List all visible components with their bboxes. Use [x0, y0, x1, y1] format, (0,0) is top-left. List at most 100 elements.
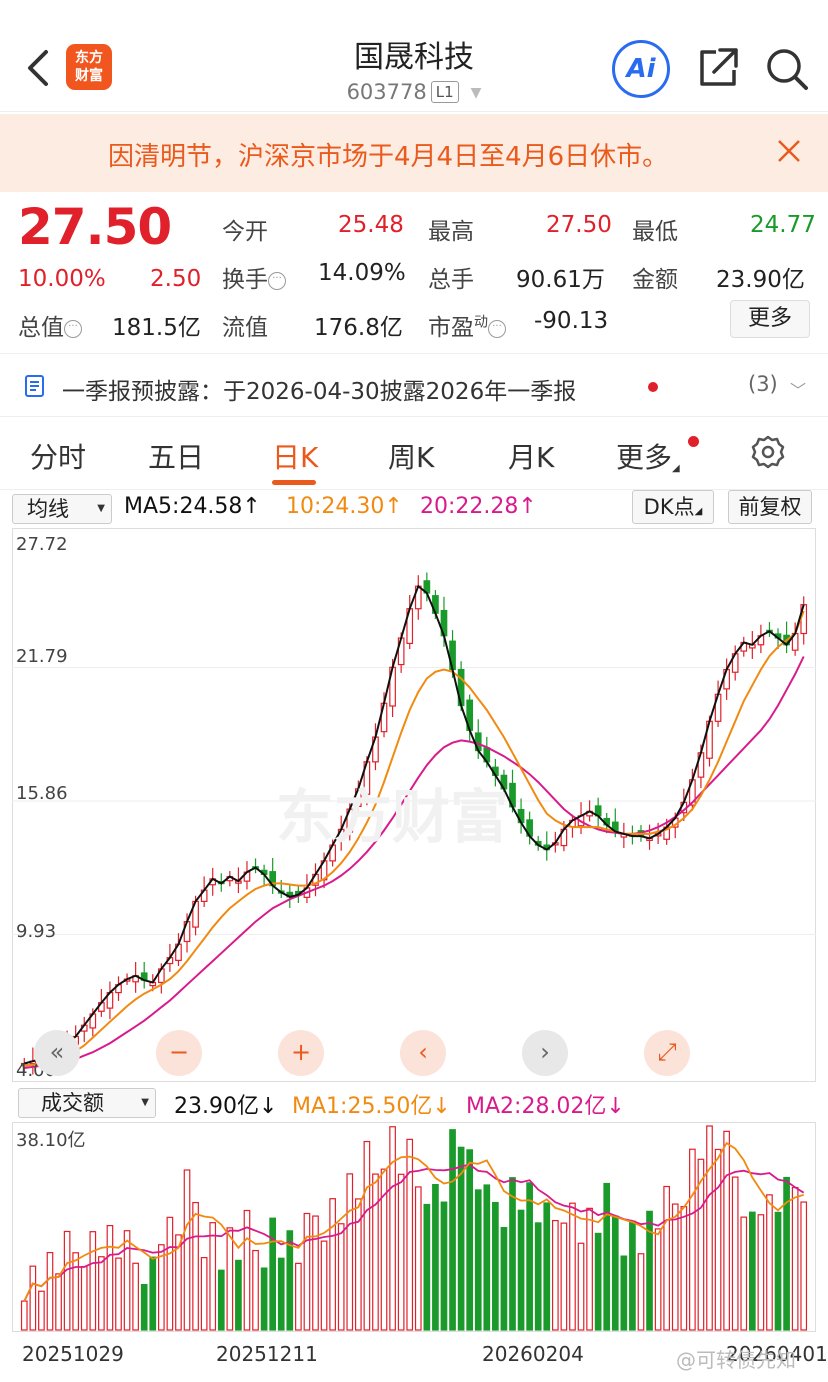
- volume-bar: [389, 1126, 396, 1331]
- close-icon[interactable]: [774, 136, 804, 166]
- indicator-dropdown[interactable]: 均线 ▼: [12, 494, 112, 524]
- amount-label: 金额: [632, 267, 678, 293]
- x-tick: 20260204: [482, 1342, 584, 1366]
- chart-frame: [12, 528, 816, 1082]
- volume-bar: [697, 1158, 705, 1331]
- volume-bar: [689, 1148, 696, 1331]
- volume-bar: [140, 1283, 148, 1331]
- caret-down-icon: ▼: [141, 1097, 149, 1108]
- search-icon[interactable]: [764, 46, 810, 92]
- y-tick: 9.93: [16, 921, 57, 942]
- volume-indicator-dropdown[interactable]: 成交额 ▼: [18, 1088, 156, 1118]
- turnover-label[interactable]: 换手 ···: [222, 260, 286, 294]
- volume-bar: [123, 1230, 131, 1331]
- tab-more[interactable]: 更多◢: [616, 441, 680, 474]
- back-arrow-icon[interactable]: [20, 40, 60, 96]
- volume-bar: [492, 1201, 499, 1331]
- volume-bar: [80, 1266, 88, 1331]
- tab-daily-k[interactable]: 日K: [272, 441, 319, 474]
- tab-weekly-k[interactable]: 周K: [388, 441, 435, 474]
- y-tick: 15.86: [16, 783, 68, 804]
- quote-panel: 27.50 10.00% 2.50 今开 25.48 最高 27.50 最低 2…: [0, 192, 828, 354]
- gear-icon[interactable]: [750, 434, 786, 470]
- brand-logo: 东方 财富: [66, 44, 112, 90]
- y-tick: 27.72: [16, 534, 68, 555]
- pe-label[interactable]: 市盈动 ···: [428, 308, 506, 342]
- volume-bar: [680, 1206, 688, 1331]
- volume-bar: [295, 1262, 302, 1331]
- volume-value: 23.90亿↓: [174, 1094, 278, 1119]
- ma10-value: 10:24.30↑: [286, 494, 403, 519]
- scroll-left-button[interactable]: ‹: [400, 1030, 446, 1076]
- volume-bar: [603, 1182, 611, 1331]
- volume-bar: [312, 1215, 319, 1331]
- open-label: 今开: [222, 219, 268, 245]
- volume-bar: [372, 1173, 379, 1331]
- ma20-line: [24, 656, 805, 1069]
- volume-bar: [423, 1203, 431, 1331]
- float-cap-label: 流值: [222, 315, 268, 341]
- more-quote-button[interactable]: 更多: [730, 300, 810, 338]
- period-tabs: 分时 五日 日K 周K 月K 更多◢: [0, 418, 828, 490]
- zoom-out-button[interactable]: −: [156, 1030, 202, 1076]
- tab-five-day[interactable]: 五日: [148, 441, 205, 474]
- volume-bar: [329, 1198, 336, 1331]
- volume-bar: [46, 1251, 54, 1331]
- chevron-down-icon: ﹀: [790, 381, 807, 400]
- volume-bar: [440, 1201, 448, 1331]
- volume-bar: [714, 1148, 722, 1331]
- volume-bar: [38, 1290, 45, 1331]
- amount-value: 23.90亿: [716, 267, 805, 293]
- kline-chart[interactable]: [12, 528, 816, 1082]
- dk-point-button[interactable]: DK点◢: [632, 490, 714, 524]
- volume-bar: [629, 1220, 636, 1331]
- high-label: 最高: [428, 219, 474, 245]
- moving-average-row: 均线 ▼ MA5:24.58↑ 10:24.30↑ 20:22.28↑ DK点◢ …: [0, 490, 828, 530]
- total-hands-label: 总手: [428, 267, 474, 293]
- tab-monthly-k[interactable]: 月K: [508, 441, 555, 474]
- volume-bar: [269, 1217, 277, 1331]
- volume-bar: [200, 1257, 208, 1331]
- volume-bar: [791, 1186, 799, 1331]
- ai-assistant-button[interactable]: Ai: [612, 40, 670, 98]
- volume-bar: [63, 1230, 71, 1331]
- volume-bar: [217, 1269, 225, 1331]
- volume-bar: [731, 1176, 739, 1331]
- adjustment-button[interactable]: 前复权: [728, 490, 812, 524]
- user-watermark: @可转债先知: [676, 1348, 796, 1372]
- volume-bar: [166, 1216, 174, 1331]
- volume-bar: [432, 1183, 439, 1331]
- caret-down-icon: ▼: [470, 85, 482, 101]
- report-disclosure-bar[interactable]: 一季报预披露：于2026-04-30披露2026年一季报 (3) ﹀: [0, 355, 828, 417]
- volume-bar: [346, 1173, 354, 1331]
- volume-bar: [363, 1140, 371, 1331]
- scroll-right-button[interactable]: ›: [522, 1030, 568, 1076]
- volume-bar: [569, 1202, 576, 1331]
- volume-bar: [337, 1223, 345, 1331]
- volume-bar: [406, 1138, 414, 1331]
- unread-dot: [648, 382, 658, 392]
- caret-down-icon: ▼: [97, 503, 105, 514]
- stock-code-selector[interactable]: 603778 L1 ▼: [0, 80, 828, 104]
- zoom-in-button[interactable]: +: [278, 1030, 324, 1076]
- volume-bar: [397, 1173, 405, 1331]
- volume-indicator-row: 成交额 ▼ 23.90亿↓ MA1:25.50亿↓ MA2:28.02亿↓: [0, 1086, 828, 1122]
- volume-bar: [192, 1201, 199, 1331]
- volume-bar: [483, 1184, 491, 1331]
- volume-bar: [175, 1234, 182, 1331]
- fullscreen-button[interactable]: ⤢: [644, 1030, 690, 1076]
- volume-chart[interactable]: [12, 1122, 816, 1332]
- tab-intraday[interactable]: 分时: [30, 441, 87, 474]
- ma20-value: 20:22.28↑: [420, 494, 537, 519]
- volume-bar: [55, 1273, 62, 1331]
- volume-bar: [611, 1215, 619, 1331]
- volume-bar: [800, 1201, 808, 1331]
- mktcap-label[interactable]: 总值 ···: [18, 308, 82, 342]
- volume-bar: [509, 1177, 516, 1331]
- volume-bar: [723, 1130, 730, 1331]
- scroll-left-far-button[interactable]: «: [34, 1030, 80, 1076]
- share-icon[interactable]: [696, 46, 740, 90]
- info-icon: ···: [488, 320, 506, 338]
- volume-bar: [474, 1189, 482, 1331]
- level-badge: L1: [430, 81, 459, 103]
